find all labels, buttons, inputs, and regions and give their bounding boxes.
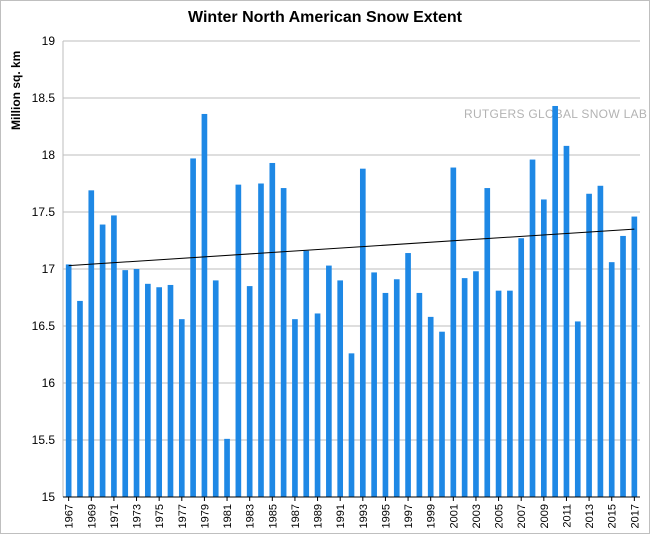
- y-tick-label: 15: [42, 490, 56, 504]
- bar: [224, 438, 230, 497]
- x-tick-label: 2017: [629, 504, 641, 528]
- bar: [201, 113, 208, 498]
- bar: [167, 284, 174, 497]
- bar: [495, 290, 502, 497]
- bar: [608, 262, 615, 497]
- y-tick-label: 16.5: [32, 319, 56, 333]
- bar: [337, 280, 344, 497]
- trendline-group: [68, 228, 635, 267]
- x-tick-labels: 1967 1969 1971 1973 1975 1977 1979 1981 1983 1985…: [64, 497, 641, 528]
- bar: [314, 313, 321, 497]
- x-tick-label: 1983: [245, 504, 257, 528]
- bar: [77, 300, 83, 497]
- bar: [439, 331, 445, 497]
- x-tick-label: 1977: [177, 504, 189, 528]
- bar: [371, 272, 377, 497]
- bar: [122, 270, 129, 497]
- bar: [269, 162, 276, 498]
- bar: [65, 264, 72, 497]
- bar: [280, 188, 287, 497]
- x-tick-label: 1967: [64, 504, 76, 528]
- bar: [359, 168, 366, 497]
- bar: [258, 183, 264, 497]
- bar: [145, 283, 151, 497]
- x-tick-label: 2003: [471, 504, 483, 528]
- y-tick-label: 18: [42, 148, 56, 162]
- x-tick-label: 1999: [426, 504, 438, 528]
- bars: [65, 105, 638, 498]
- x-tick-label: 1981: [222, 504, 234, 528]
- bar: [507, 290, 513, 497]
- y-tick-labels: 15 15.5 16 16.5 17 17.5 18 18.5 19: [32, 34, 56, 504]
- bar: [631, 216, 638, 497]
- chart-title: Winter North American Snow Extent: [188, 9, 462, 26]
- x-tick-label: 2005: [494, 504, 506, 528]
- bar: [212, 280, 219, 497]
- bar: [382, 292, 389, 497]
- bar: [620, 235, 626, 497]
- x-tick-label: 2009: [539, 504, 551, 528]
- x-tick-label: 2013: [584, 504, 596, 528]
- bar: [405, 253, 411, 497]
- x-tick-label: 1971: [109, 504, 121, 528]
- bar: [99, 224, 106, 498]
- bar: [348, 353, 355, 497]
- y-tick-label: 17: [42, 262, 56, 276]
- x-tick-label: 1969: [86, 504, 98, 528]
- trendline: [68, 228, 635, 267]
- x-tick-label: 1979: [199, 504, 211, 528]
- bar: [326, 265, 332, 497]
- y-tick-label: 17.5: [32, 205, 56, 219]
- x-tick-label: 1997: [403, 504, 415, 528]
- y-tick-label: 18.5: [32, 91, 56, 105]
- bar: [484, 188, 491, 497]
- x-tick-label: 2001: [448, 504, 460, 528]
- y-tick-label: 16: [42, 376, 56, 390]
- x-tick-label: 2011: [561, 504, 573, 528]
- bar: [178, 319, 185, 497]
- bar: [473, 271, 479, 497]
- bar: [461, 278, 468, 497]
- x-tick-label: 1989: [313, 504, 325, 528]
- bar: [303, 250, 310, 497]
- bar: [235, 184, 242, 497]
- bar: [529, 159, 536, 497]
- bar: [88, 190, 95, 497]
- bar: [156, 287, 162, 497]
- bar: [552, 105, 558, 497]
- bar: [541, 199, 547, 497]
- bar: [586, 193, 592, 497]
- bar: [574, 321, 581, 497]
- bar: [133, 269, 140, 497]
- bar: [563, 145, 570, 497]
- bar: [111, 215, 117, 498]
- x-tick-label: 1975: [154, 504, 166, 528]
- x-tick-label: 2007: [516, 504, 528, 528]
- x-tick-label: 2015: [607, 504, 619, 528]
- bar: [292, 319, 298, 497]
- x-tick-label: 1973: [132, 504, 144, 528]
- x-tick-label: 1991: [335, 504, 347, 528]
- y-tick-label: 19: [42, 34, 56, 48]
- bar: [518, 238, 525, 497]
- y-tick-label: 15.5: [32, 433, 56, 447]
- bar: [393, 279, 400, 497]
- x-tick-label: 1985: [267, 504, 279, 528]
- x-tick-label: 1995: [380, 504, 392, 528]
- bar: [427, 316, 434, 497]
- bar: [246, 286, 253, 497]
- bar: [450, 167, 457, 498]
- bar: [190, 158, 196, 498]
- x-tick-label: 1987: [290, 504, 302, 528]
- bar: [416, 292, 423, 497]
- bar: [597, 185, 604, 497]
- x-tick-label: 1993: [358, 504, 370, 528]
